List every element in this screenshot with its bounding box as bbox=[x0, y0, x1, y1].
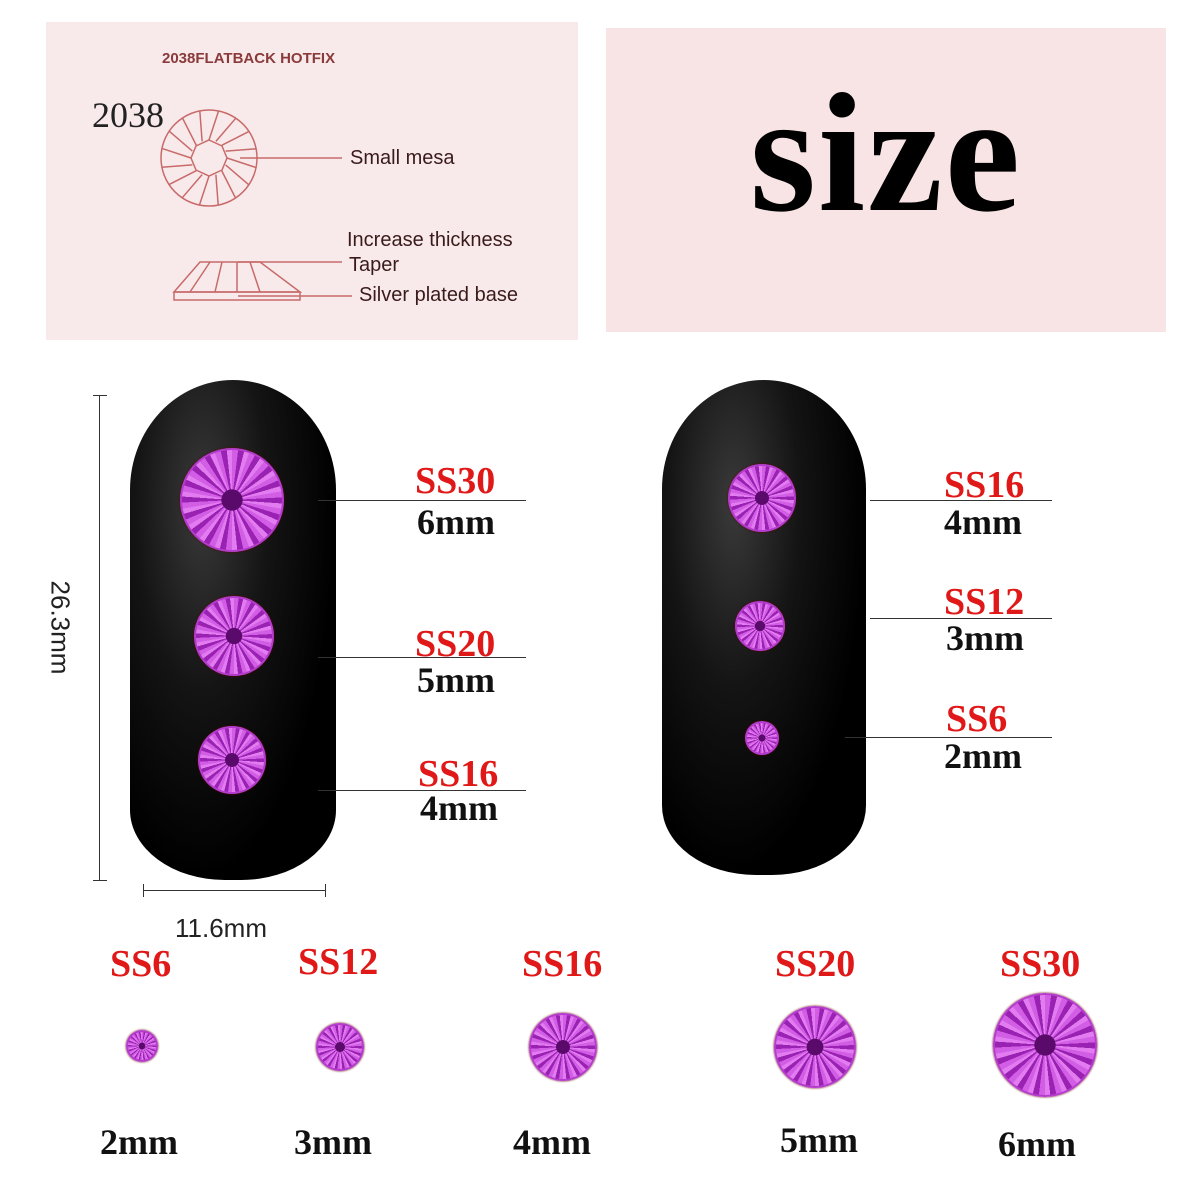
rhinestone-diagram bbox=[160, 109, 352, 301]
width-dimension-line bbox=[143, 890, 325, 891]
size-mm: 4mm bbox=[944, 502, 1022, 542]
size-code: SS20 bbox=[415, 623, 496, 665]
chart-code: SS20 bbox=[775, 943, 856, 985]
gem-ss6 bbox=[126, 1030, 158, 1062]
gem-ss30 bbox=[993, 993, 1097, 1097]
diagram-title: 2038FLATBACK HOTFIX bbox=[162, 50, 336, 67]
gem-ss6 bbox=[745, 721, 779, 755]
size-code: SS6 bbox=[946, 698, 1008, 740]
gem-ss20 bbox=[774, 1006, 856, 1088]
gem-ss30 bbox=[180, 448, 284, 552]
size-code: SS16 bbox=[418, 753, 499, 795]
size-mm: 2mm bbox=[944, 736, 1022, 776]
width-label: 11.6mm bbox=[175, 913, 267, 943]
size-code: SS12 bbox=[944, 581, 1025, 623]
gem-ss20 bbox=[194, 596, 274, 676]
gem-ss16 bbox=[198, 726, 266, 794]
size-code: SS30 bbox=[415, 460, 496, 502]
chart-code: SS16 bbox=[522, 943, 603, 985]
gem-ss16 bbox=[728, 464, 796, 532]
chart-code: SS12 bbox=[298, 941, 379, 983]
model-number: 2038 bbox=[92, 95, 164, 135]
size-heading: size bbox=[749, 59, 1023, 247]
size-mm: 4mm bbox=[420, 788, 498, 828]
size-panel bbox=[606, 28, 1166, 332]
height-dimension-line bbox=[99, 395, 100, 880]
size-mm: 6mm bbox=[417, 502, 495, 542]
chart-mm: 2mm bbox=[100, 1122, 178, 1162]
chart-mm: 5mm bbox=[780, 1120, 858, 1160]
label-small-mesa: Small mesa bbox=[350, 147, 455, 169]
chart-mm: 3mm bbox=[294, 1122, 372, 1162]
chart-mm: 6mm bbox=[998, 1124, 1076, 1164]
label-taper: Taper bbox=[349, 254, 400, 276]
height-label: 26.3mm bbox=[45, 580, 76, 675]
label-silver-base: Silver plated base bbox=[359, 284, 518, 306]
chart-code: SS30 bbox=[1000, 943, 1081, 985]
chart-mm: 4mm bbox=[513, 1122, 591, 1162]
size-mm: 5mm bbox=[417, 660, 495, 700]
structure-panel bbox=[46, 22, 578, 340]
label-thickness: Increase thickness bbox=[347, 229, 513, 251]
gem-ss16 bbox=[529, 1013, 597, 1081]
size-mm: 3mm bbox=[946, 618, 1024, 658]
gem-ss12 bbox=[316, 1023, 364, 1071]
size-code: SS16 bbox=[944, 464, 1025, 506]
gem-ss12 bbox=[735, 601, 785, 651]
chart-code: SS6 bbox=[110, 943, 172, 985]
